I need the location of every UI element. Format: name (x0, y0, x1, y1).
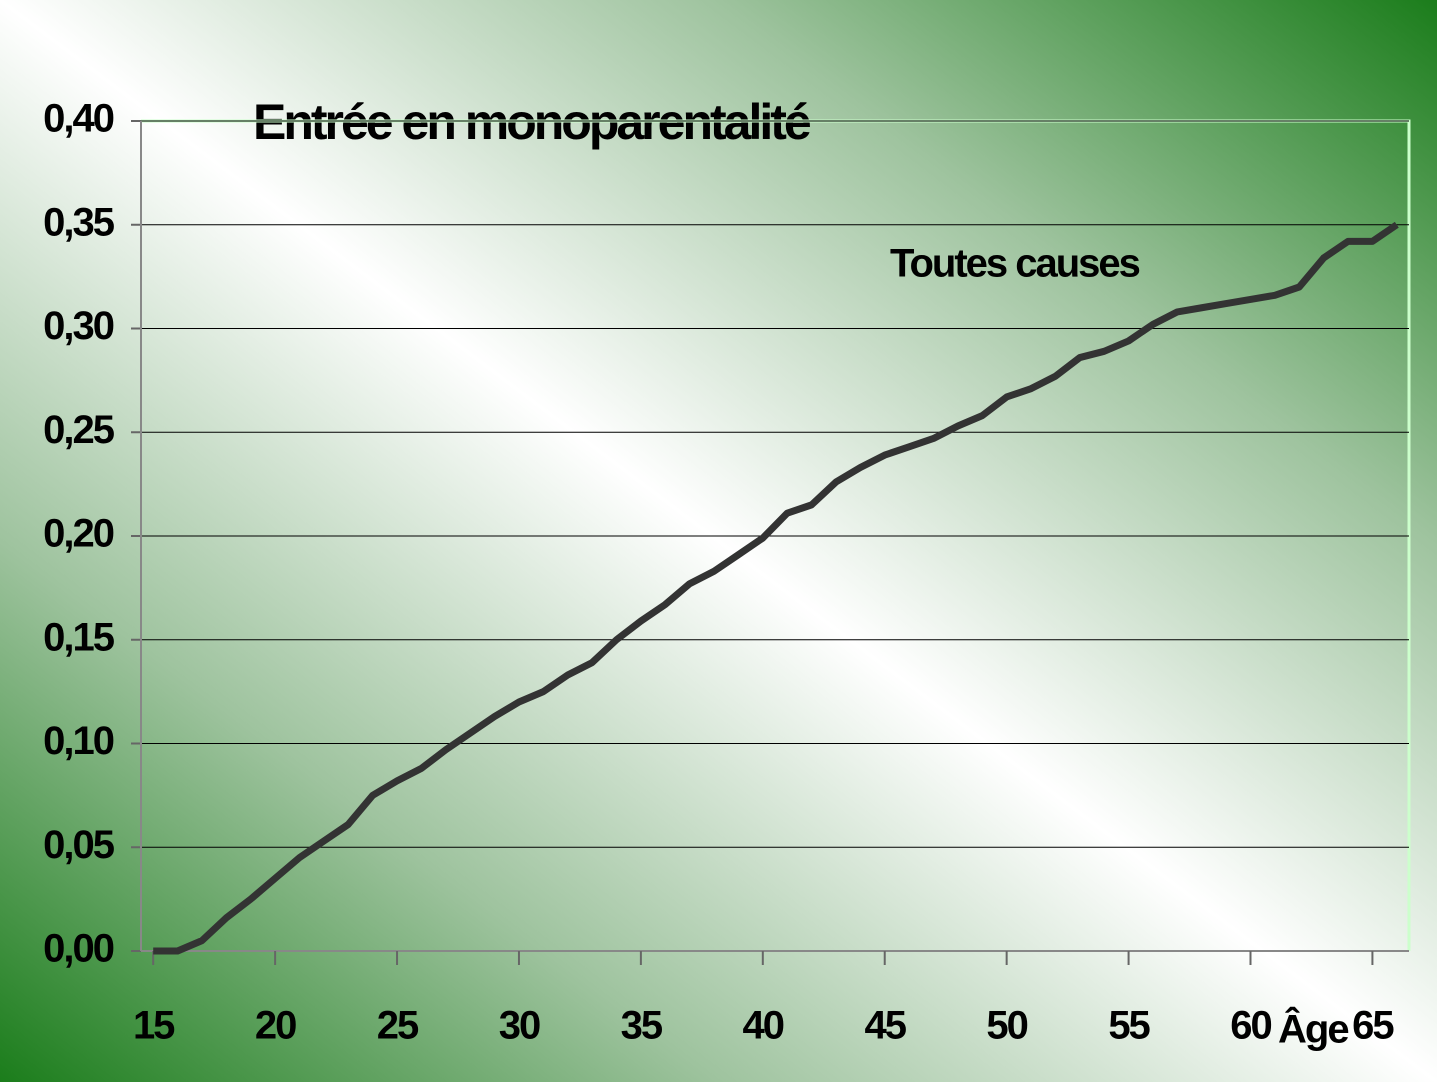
x-tick-label: 40 (743, 1004, 784, 1048)
y-tick-label: 0,05 (43, 823, 115, 867)
x-tick-label: 55 (1108, 1004, 1150, 1048)
y-tick-label: 0,25 (43, 408, 115, 452)
line-series (153, 221, 1399, 955)
y-tick-label: 0,00 (43, 927, 114, 971)
x-tick-label: 50 (986, 1004, 1027, 1048)
x-tick-label: 65 (1352, 1004, 1394, 1048)
y-tick-label: 0,10 (43, 719, 114, 763)
x-tick-label: 25 (377, 1004, 419, 1048)
x-tick-label: 30 (499, 1004, 540, 1048)
annotation: Toutes causes (890, 242, 1140, 286)
y-tick-label: 0,15 (43, 615, 115, 659)
x-tick-label: 60 (1230, 1004, 1271, 1048)
x-tick-label: 15 (133, 1004, 175, 1048)
y-tick-label: 0,30 (43, 304, 114, 348)
y-tick-label: 0,35 (43, 200, 115, 244)
x-tick-label: 45 (864, 1004, 906, 1048)
x-tick-label: 20 (255, 1004, 296, 1048)
y-tick-label: 0,20 (43, 512, 114, 556)
x-axis-label: Âge (1278, 1006, 1348, 1052)
y-tick-label: 0,40 (43, 97, 114, 141)
x-tick-label: 35 (621, 1004, 663, 1048)
